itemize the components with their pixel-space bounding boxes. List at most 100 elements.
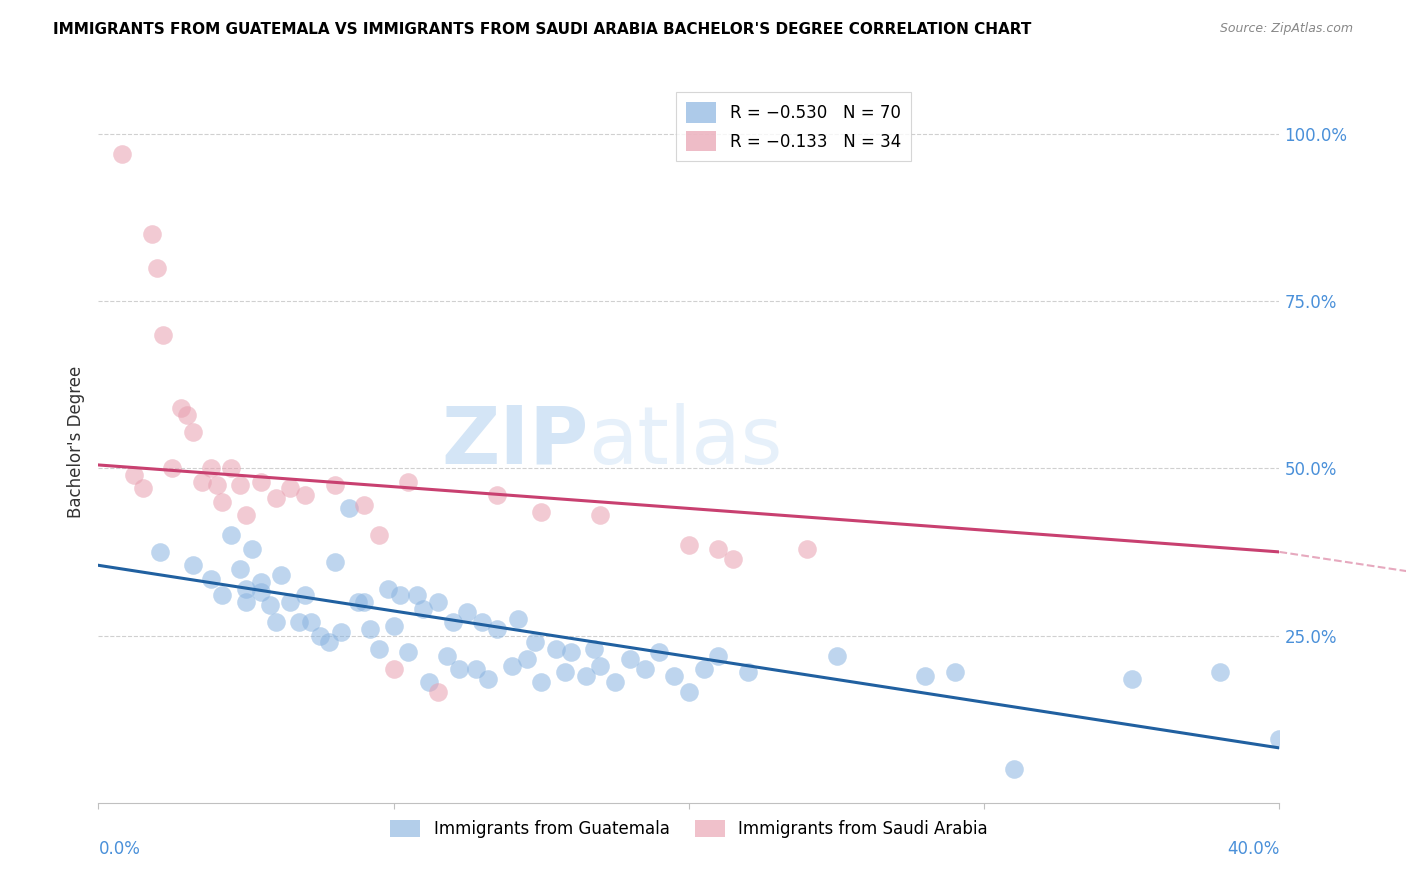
Point bbox=[471, 615, 494, 630]
Point bbox=[382, 618, 405, 632]
Point bbox=[229, 478, 252, 492]
Point bbox=[176, 408, 198, 422]
Text: ZIP: ZIP bbox=[441, 402, 589, 481]
Point bbox=[477, 672, 499, 686]
Point bbox=[678, 538, 700, 552]
Point bbox=[524, 635, 547, 649]
Point bbox=[560, 645, 582, 659]
Point bbox=[235, 582, 257, 596]
Point bbox=[1209, 665, 1232, 680]
Point bbox=[211, 589, 233, 603]
Point bbox=[589, 658, 612, 673]
Point bbox=[353, 498, 375, 512]
Point bbox=[583, 642, 606, 657]
Point bbox=[436, 648, 458, 663]
Point bbox=[149, 545, 172, 559]
Point bbox=[122, 467, 145, 482]
Point bbox=[191, 475, 214, 489]
Point bbox=[368, 642, 391, 657]
Point bbox=[318, 635, 340, 649]
Point bbox=[412, 602, 434, 616]
Point bbox=[146, 260, 169, 275]
Point bbox=[329, 625, 352, 640]
Point bbox=[530, 505, 553, 519]
Text: atlas: atlas bbox=[589, 402, 783, 481]
Point bbox=[240, 541, 263, 556]
Point bbox=[111, 147, 134, 161]
Point bbox=[221, 461, 243, 475]
Point bbox=[406, 589, 429, 603]
Text: Source: ZipAtlas.com: Source: ZipAtlas.com bbox=[1219, 22, 1353, 36]
Point bbox=[554, 665, 576, 680]
Point bbox=[200, 572, 222, 586]
Point bbox=[280, 595, 302, 609]
Point bbox=[398, 475, 420, 489]
Point bbox=[205, 478, 228, 492]
Point bbox=[211, 494, 233, 508]
Point bbox=[259, 599, 281, 613]
Point bbox=[486, 622, 509, 636]
Point bbox=[546, 642, 568, 657]
Text: IMMIGRANTS FROM GUATEMALA VS IMMIGRANTS FROM SAUDI ARABIA BACHELOR'S DEGREE CORR: IMMIGRANTS FROM GUATEMALA VS IMMIGRANTS … bbox=[53, 22, 1032, 37]
Point bbox=[914, 669, 936, 683]
Point bbox=[132, 482, 155, 496]
Point bbox=[447, 662, 470, 676]
Point bbox=[382, 662, 405, 676]
Point bbox=[825, 648, 848, 663]
Point bbox=[427, 595, 450, 609]
Point bbox=[575, 669, 598, 683]
Point bbox=[465, 662, 488, 676]
Point bbox=[678, 685, 700, 699]
Point bbox=[418, 675, 440, 690]
Text: 40.0%: 40.0% bbox=[1227, 839, 1279, 857]
Point bbox=[1002, 762, 1025, 776]
Legend: Immigrants from Guatemala, Immigrants from Saudi Arabia: Immigrants from Guatemala, Immigrants fr… bbox=[384, 814, 994, 845]
Point bbox=[359, 622, 381, 636]
Point bbox=[162, 461, 183, 475]
Point bbox=[506, 612, 529, 626]
Point bbox=[235, 595, 257, 609]
Point bbox=[427, 685, 450, 699]
Point bbox=[648, 645, 671, 659]
Point bbox=[398, 645, 420, 659]
Point bbox=[294, 589, 316, 603]
Point bbox=[141, 227, 163, 242]
Point bbox=[152, 327, 174, 342]
Point bbox=[486, 488, 509, 502]
Point bbox=[441, 615, 464, 630]
Point bbox=[264, 615, 287, 630]
Point bbox=[723, 551, 745, 566]
Point bbox=[457, 605, 479, 619]
Point bbox=[323, 478, 346, 492]
Point bbox=[288, 615, 311, 630]
Point bbox=[501, 658, 523, 673]
Point bbox=[280, 482, 302, 496]
Point bbox=[270, 568, 292, 582]
Point bbox=[693, 662, 716, 676]
Point bbox=[181, 558, 204, 573]
Point bbox=[353, 595, 375, 609]
Point bbox=[605, 675, 627, 690]
Text: 0.0%: 0.0% bbox=[98, 839, 141, 857]
Point bbox=[737, 665, 759, 680]
Point bbox=[309, 628, 332, 642]
Point bbox=[530, 675, 553, 690]
Point bbox=[170, 401, 193, 416]
Point bbox=[339, 501, 361, 516]
Point bbox=[707, 648, 730, 663]
Point bbox=[264, 491, 287, 506]
Point bbox=[250, 475, 273, 489]
Y-axis label: Bachelor's Degree: Bachelor's Degree bbox=[66, 366, 84, 517]
Point bbox=[589, 508, 612, 523]
Point bbox=[707, 541, 730, 556]
Point bbox=[323, 555, 346, 569]
Point bbox=[368, 528, 391, 542]
Point bbox=[229, 562, 252, 576]
Point bbox=[388, 589, 411, 603]
Point bbox=[943, 665, 966, 680]
Point bbox=[250, 585, 273, 599]
Point bbox=[221, 528, 243, 542]
Point bbox=[377, 582, 399, 596]
Point bbox=[1121, 672, 1143, 686]
Point bbox=[200, 461, 222, 475]
